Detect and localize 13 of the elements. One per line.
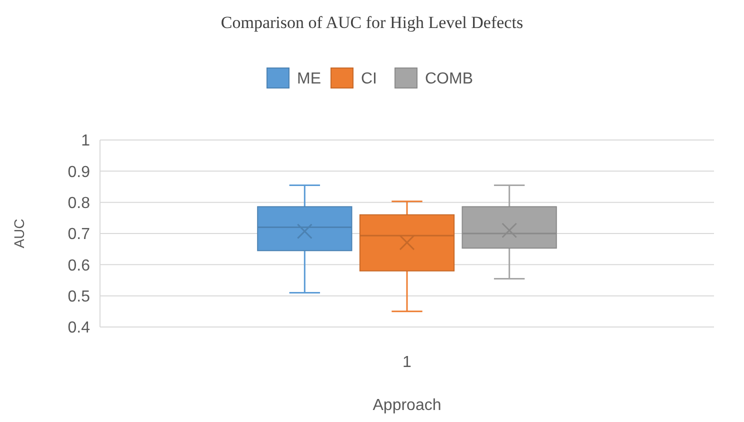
chart-title: Comparison of AUC for High Level Defects: [220, 13, 524, 32]
y-tick-label: 0.6: [68, 257, 90, 274]
y-tick-label: 0.5: [68, 288, 90, 306]
y-axis-title: AUC: [11, 218, 27, 248]
legend-label: CI: [361, 70, 377, 88]
legend-label: COMB: [425, 70, 473, 88]
y-tick-label: 0.7: [68, 226, 90, 244]
legend-label: ME: [297, 70, 321, 88]
y-tick-label: 0.4: [68, 320, 90, 337]
x-axis-title: Approach: [372, 397, 442, 414]
y-tick-label: 0.8: [68, 194, 90, 212]
y-tick-label: 0.9: [68, 164, 90, 181]
y-tick-label: 1: [81, 132, 90, 150]
